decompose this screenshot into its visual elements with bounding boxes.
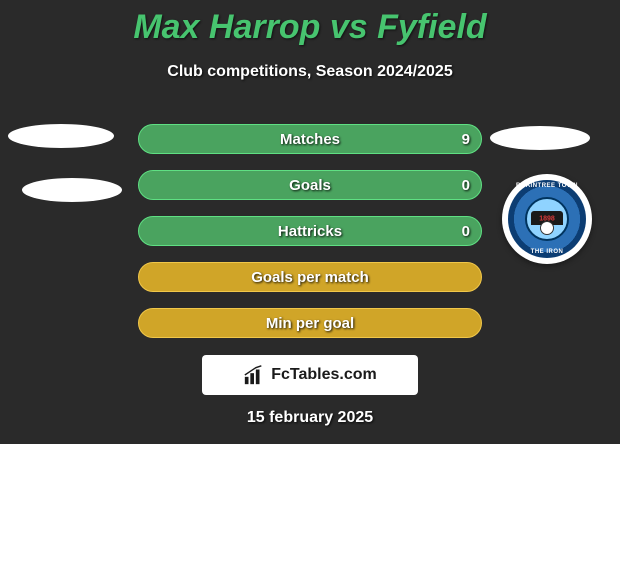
crest-year: 1898 xyxy=(539,216,555,223)
stat-row: Goals per match xyxy=(138,262,482,292)
fctables-attribution: FcTables.com xyxy=(202,355,418,395)
stat-label: Goals per match xyxy=(138,262,482,292)
club-crest: BRAINTREE TOWN 1898 THE IRON xyxy=(508,180,586,258)
bar-chart-icon xyxy=(243,364,265,386)
date-label: 15 february 2025 xyxy=(0,409,620,427)
crest-center: 1898 xyxy=(525,197,569,241)
left-ellipse-badge xyxy=(8,124,114,148)
stat-label: Matches xyxy=(138,124,482,154)
stat-row: Hattricks0 xyxy=(138,216,482,246)
left-ellipse-badge xyxy=(22,178,122,202)
stat-row: Matches9 xyxy=(138,124,482,154)
stat-value-right: 9 xyxy=(462,124,470,154)
page-title: Max Harrop vs Fyfield xyxy=(0,8,620,47)
fctables-label: FcTables.com xyxy=(271,366,377,384)
club-logo-braintree: BRAINTREE TOWN 1898 THE IRON xyxy=(502,174,592,264)
stat-value-right: 0 xyxy=(462,216,470,246)
stat-label: Hattricks xyxy=(138,216,482,246)
page-subtitle: Club competitions, Season 2024/2025 xyxy=(0,63,620,81)
crest-text-top: BRAINTREE TOWN xyxy=(508,183,586,189)
crest-text-bottom: THE IRON xyxy=(508,249,586,255)
crest-ball-icon xyxy=(540,221,554,235)
stat-row: Goals0 xyxy=(138,170,482,200)
stat-label: Goals xyxy=(138,170,482,200)
stat-row: Min per goal xyxy=(138,308,482,338)
stat-value-right: 0 xyxy=(462,170,470,200)
right-ellipse-badge xyxy=(490,126,590,150)
stat-label: Min per goal xyxy=(138,308,482,338)
